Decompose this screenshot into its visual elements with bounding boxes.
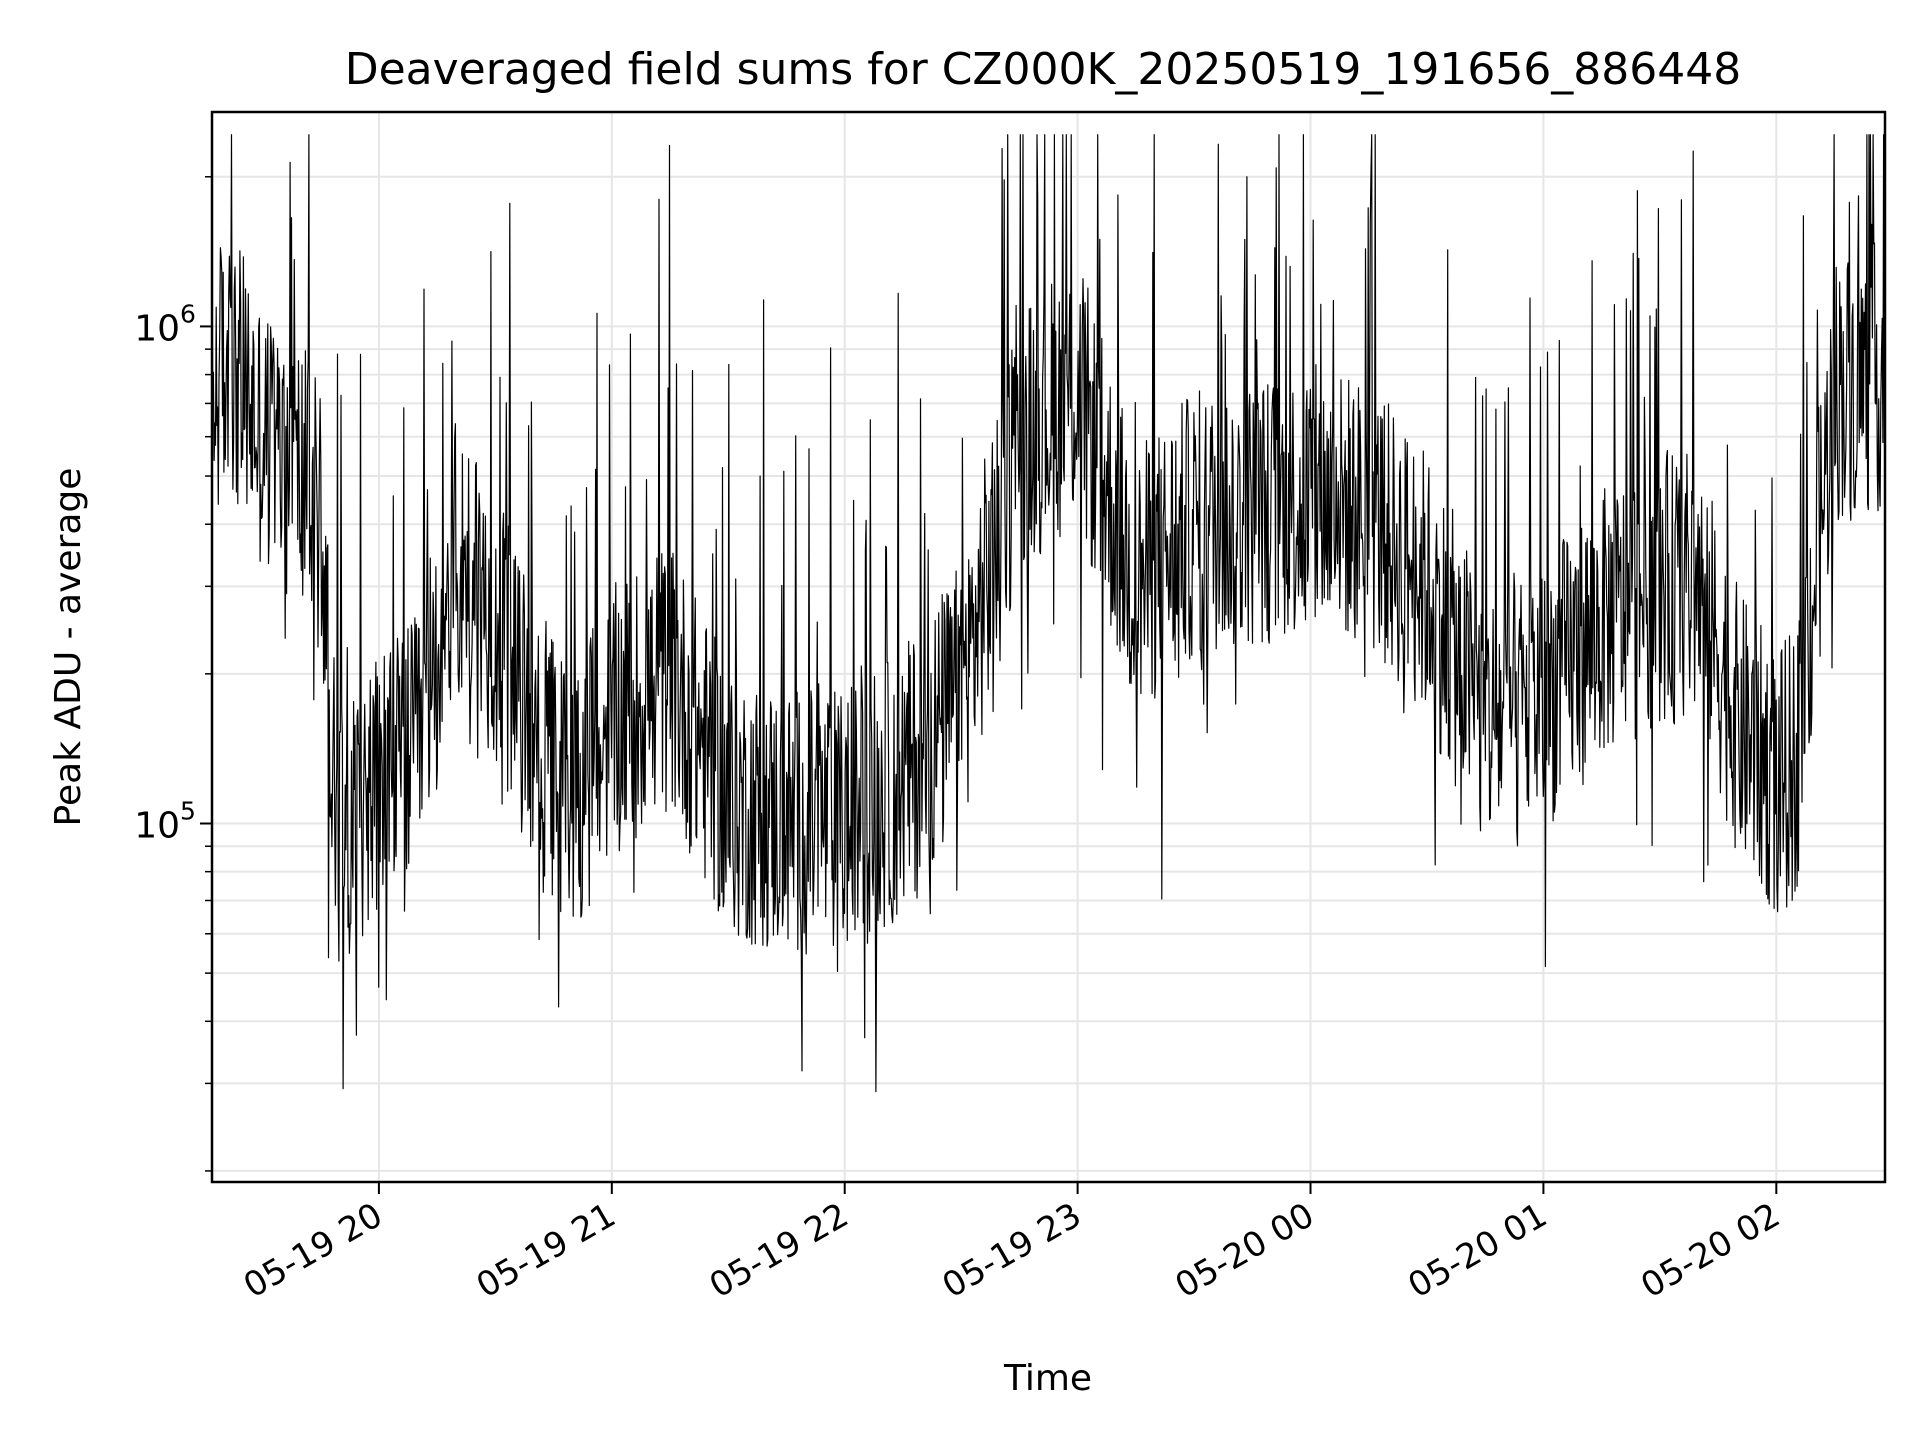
x-tick-label: 05-20 01: [1402, 1195, 1554, 1306]
x-tick-label: 05-19 20: [237, 1195, 389, 1306]
chart-title: Deaveraged field sums for CZ000K_2025051…: [345, 44, 1742, 95]
x-tick-label: 05-19 21: [470, 1195, 622, 1306]
x-tick-label: 05-19 22: [703, 1195, 855, 1306]
y-tick-label: 10 5: [134, 796, 196, 846]
x-tick-label: 05-20 00: [1169, 1195, 1321, 1306]
series-line: [211, 134, 1886, 1093]
y-tick-label: 10 6: [134, 299, 196, 349]
x-axis-label: Time: [1003, 1358, 1092, 1399]
plot-frame: [210, 110, 1887, 1184]
y-tick-exponent: 5: [180, 796, 196, 825]
y-tick-base: 10: [134, 308, 180, 349]
y-axis-label: Peak ADU - average: [48, 468, 89, 827]
x-axis: 05-19 20 05-19 21 05-19 22 05-19 23 05-20 00…: [237, 1182, 1787, 1306]
x-tick-label: 05-20 02: [1634, 1195, 1786, 1306]
series-layer: [211, 134, 1886, 1093]
grid: [212, 112, 1885, 1182]
y-tick-exponent: 6: [180, 299, 196, 328]
y-tick-base: 10: [134, 805, 180, 846]
x-tick-label: 05-19 23: [936, 1195, 1088, 1306]
